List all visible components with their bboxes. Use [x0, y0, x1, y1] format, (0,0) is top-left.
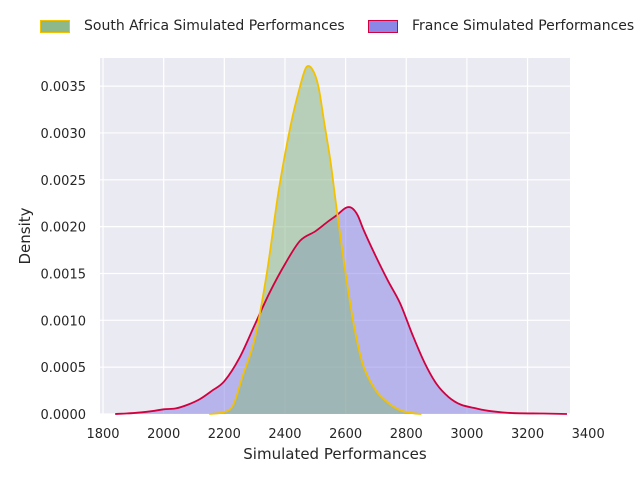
- legend-label-france: France Simulated Performances: [412, 18, 635, 34]
- x-axis-label: Simulated Performances: [243, 445, 427, 463]
- y-axis-label: Density: [16, 207, 34, 264]
- y-tick-label: 0.0015: [41, 267, 87, 282]
- legend: South Africa Simulated Performances Fran…: [0, 18, 640, 42]
- x-tick-label: 3000: [450, 427, 483, 442]
- x-tick-label: 1800: [86, 427, 119, 442]
- x-tick-label: 2200: [208, 427, 241, 442]
- legend-item-south-africa: South Africa Simulated Performances: [40, 18, 345, 34]
- x-tick-label: 2400: [268, 427, 301, 442]
- y-tick-label: 0.0025: [41, 174, 87, 189]
- y-tick-label: 0.0030: [41, 127, 87, 142]
- y-tick-label: 0.0020: [41, 221, 87, 236]
- y-tick-label: 0.0035: [41, 80, 87, 95]
- x-tick-label: 2000: [147, 427, 180, 442]
- x-tick-label: 2600: [329, 427, 362, 442]
- x-tick-labels: 1800 2000 2200 2400 2600 2800 3000 3200 3400: [86, 427, 604, 442]
- y-tick-label: 0.0000: [41, 408, 87, 423]
- x-tick-label: 3200: [511, 427, 544, 442]
- legend-swatch-south-africa: [40, 19, 70, 33]
- y-tick-label: 0.0010: [41, 314, 87, 329]
- density-line-france: [115, 206, 567, 415]
- legend-label-south-africa: South Africa Simulated Performances: [84, 18, 345, 34]
- series-layer: [115, 65, 567, 415]
- legend-item-france: France Simulated Performances: [368, 18, 634, 34]
- y-tick-label: 0.0005: [41, 361, 87, 376]
- y-tick-labels: 0.0000 0.0005 0.0010 0.0015 0.0020 0.0025 0.00…: [41, 80, 87, 423]
- density-line-south-africa: [209, 65, 422, 415]
- legend-swatch-france: [368, 19, 398, 33]
- x-tick-label: 2800: [390, 427, 423, 442]
- density-area-south-africa: [209, 65, 422, 414]
- x-tick-label: 3400: [572, 427, 605, 442]
